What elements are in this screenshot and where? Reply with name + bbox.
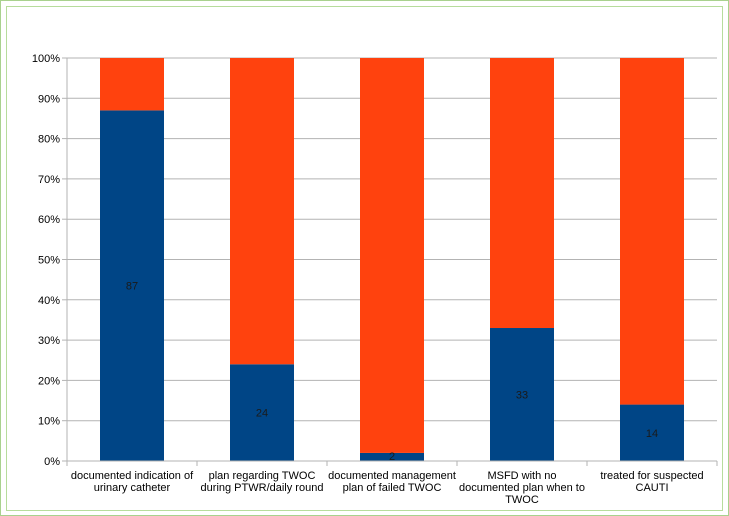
y-tick-label: 80% <box>38 134 60 146</box>
x-tick-label: documented indication of <box>71 470 194 482</box>
data-label: 2 <box>389 451 395 463</box>
x-tick-label: during PTWR/daily round <box>201 482 324 494</box>
chart-inner-border <box>6 6 723 511</box>
bar-segment-lower <box>100 110 164 461</box>
data-label: 33 <box>516 390 528 402</box>
bar-segment-upper <box>100 58 164 111</box>
y-tick-label: 70% <box>38 174 60 186</box>
y-tick-label: 60% <box>38 214 60 226</box>
bar-segment-upper <box>490 58 554 329</box>
x-tick-label: treated for suspected <box>600 470 703 482</box>
y-tick-label: 100% <box>32 53 60 65</box>
data-label: 14 <box>646 428 658 440</box>
y-tick-label: 0% <box>44 456 60 468</box>
bar-segment-lower <box>490 328 554 461</box>
x-tick-label: MSFD with no <box>487 470 556 482</box>
y-tick-label: 90% <box>38 93 60 105</box>
bar-segment-lower <box>230 364 294 461</box>
y-tick-label: 10% <box>38 416 60 428</box>
data-label: 24 <box>256 408 268 420</box>
x-tick-label: documented plan when to <box>459 482 585 494</box>
x-tick-label: plan regarding TWOC <box>209 470 316 482</box>
y-tick-label: 50% <box>38 255 60 267</box>
axes <box>62 57 718 466</box>
data-labels: 87 24 2 33 14 <box>126 281 658 463</box>
bar-segment-upper <box>230 58 294 365</box>
x-tick-label: urinary catheter <box>94 482 171 494</box>
bar-segment-upper <box>620 58 684 405</box>
x-tick-label: documented management <box>328 470 456 482</box>
bar-segment-lower <box>360 452 424 461</box>
bar-segment-lower <box>620 404 684 461</box>
bar-segment-upper <box>360 58 424 453</box>
y-tick-labels: 0% 10% 20% 30% 40% 50% 60% 70% 80% 90% 100% <box>32 53 60 468</box>
data-label: 87 <box>126 281 138 293</box>
x-tick-label: TWOC <box>505 494 539 506</box>
y-tick-label: 40% <box>38 295 60 307</box>
y-tick-label: 20% <box>38 375 60 387</box>
x-tick-label: CAUTI <box>636 482 669 494</box>
y-tick-label: 30% <box>38 335 60 347</box>
x-tick-label: plan of failed TWOC <box>343 482 442 494</box>
bars <box>100 58 684 461</box>
